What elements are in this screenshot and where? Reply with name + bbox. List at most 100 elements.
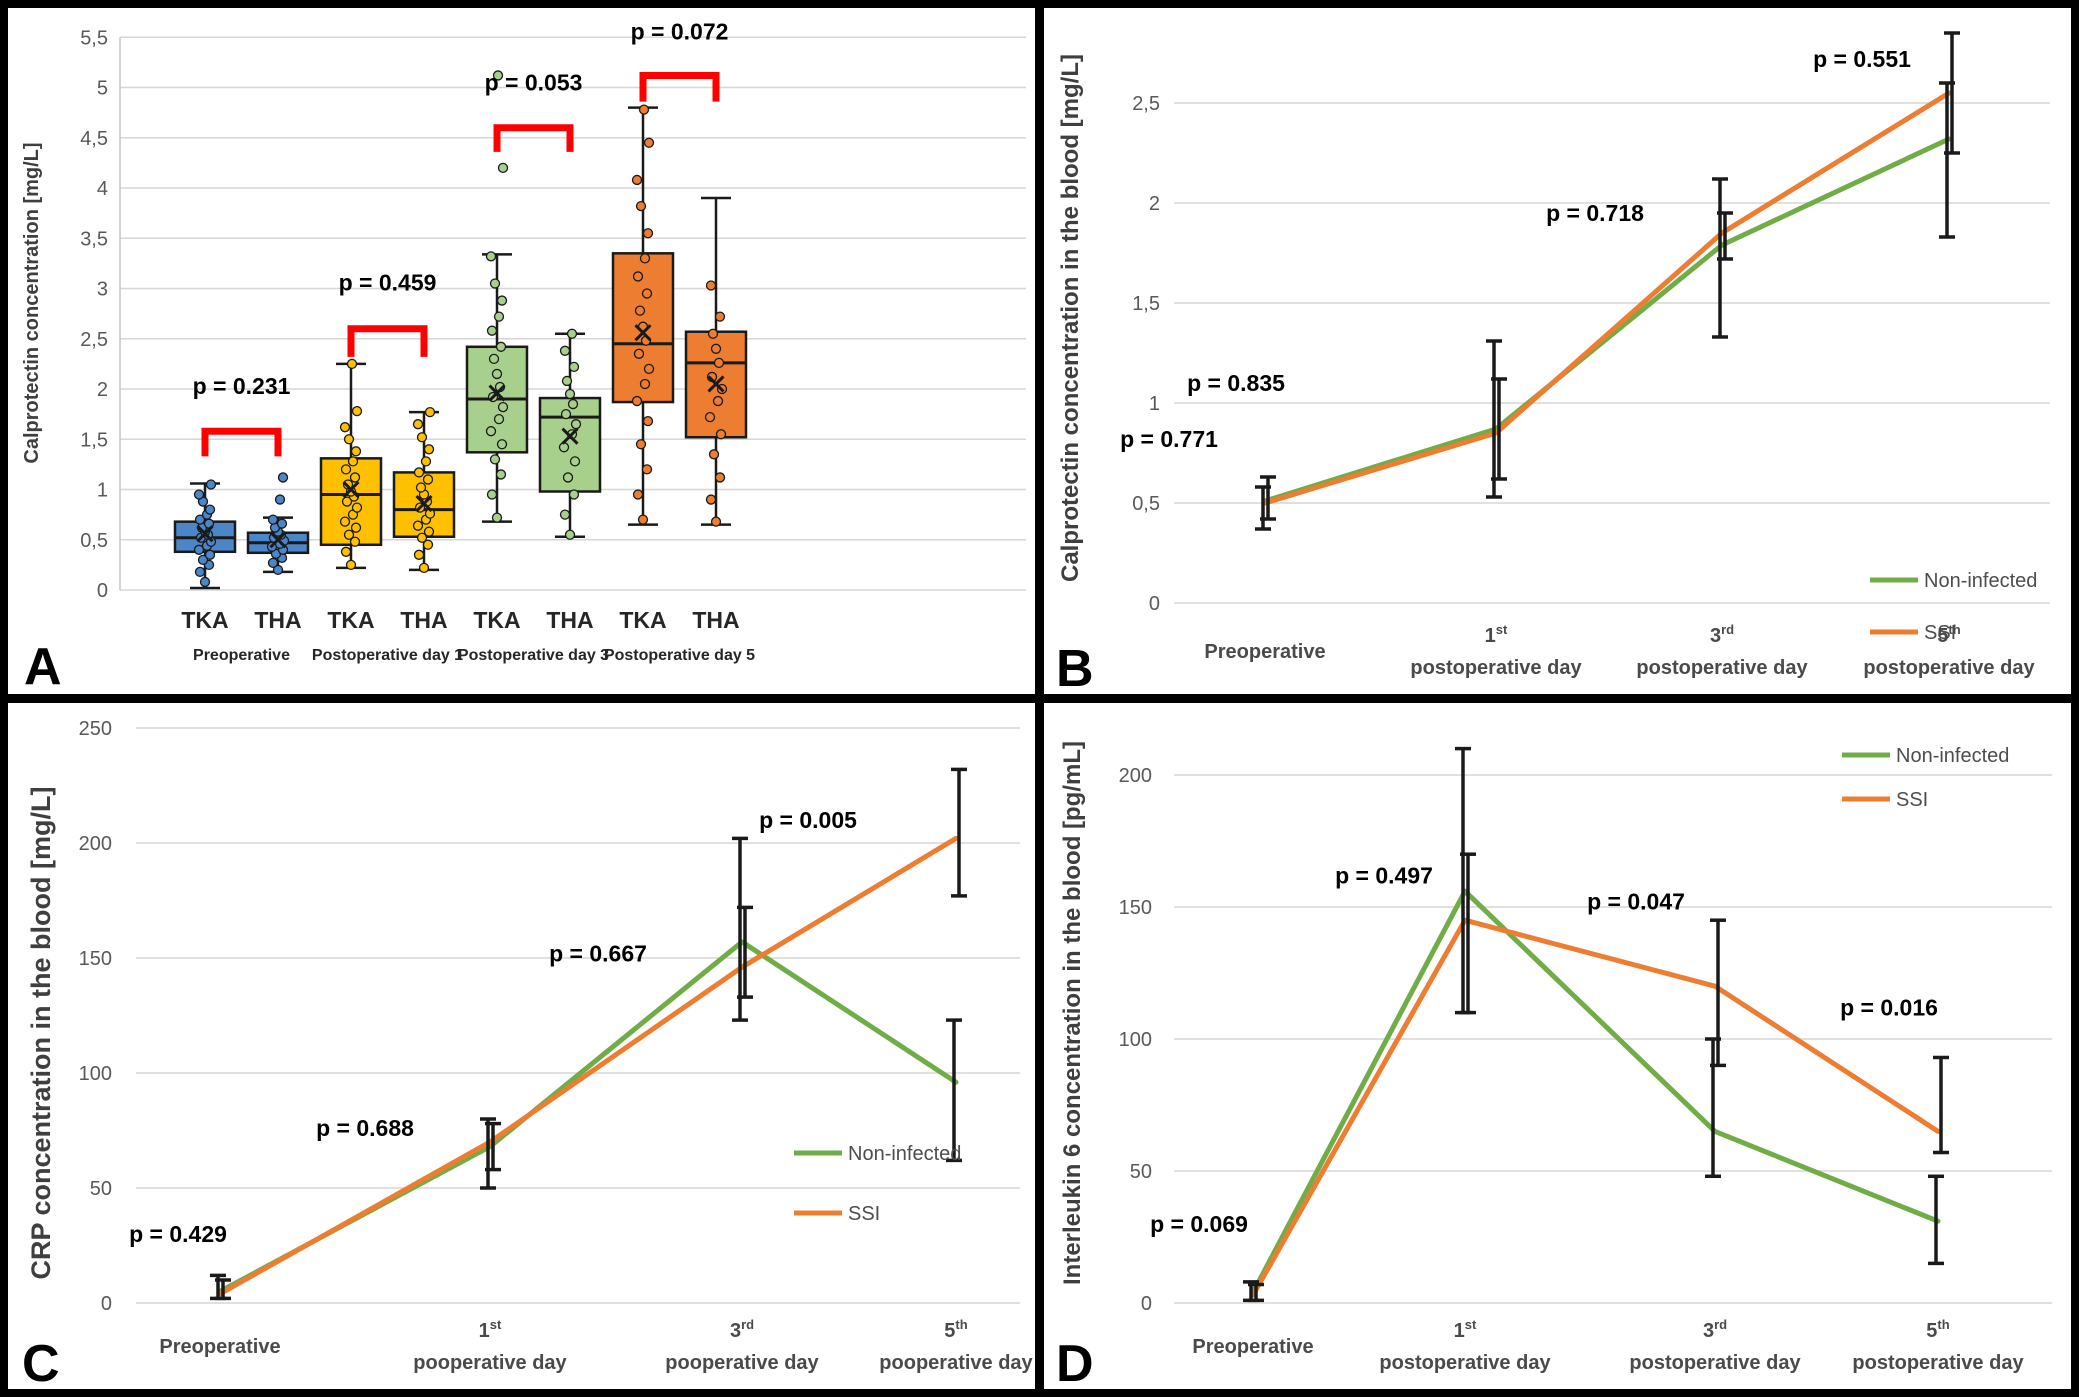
data-point [204, 504, 216, 515]
x-tick-label: TKA [473, 607, 520, 633]
data-point [570, 419, 582, 430]
data-point [559, 345, 571, 356]
x-tick-label: pooperative day [665, 1352, 819, 1374]
data-point [566, 328, 578, 339]
data-point [274, 494, 286, 505]
panel-A: 0 0,5 1 1,5 2 2,5 3 3,5 4 4,5 5 5,5 Calprotectin con… [8, 8, 1035, 694]
data-point [422, 474, 434, 485]
y-tick-label: 100 [1119, 1029, 1152, 1051]
data-point [635, 200, 647, 212]
x-tick-label: postoperative day [1379, 1352, 1551, 1374]
data-point [561, 375, 573, 387]
error-bar [1944, 31, 1960, 155]
box-TKA-group3 [611, 104, 675, 526]
y-tick-label: 4 [97, 178, 108, 200]
data-point [708, 449, 720, 460]
data-point [631, 174, 643, 186]
x-tick-label: Preoperative [1192, 1336, 1313, 1358]
data-point [635, 439, 647, 450]
p-value-label: p = 0.047 [1587, 889, 1685, 915]
legend-item-ssi: SSI [1870, 622, 1956, 644]
y-tick-label: 5,5 [80, 27, 108, 49]
data-point [412, 419, 424, 430]
data-point [416, 432, 428, 443]
data-point [489, 278, 501, 289]
y-tick-label: 250 [79, 718, 112, 740]
legend-label: SSI [848, 1203, 880, 1225]
data-point [638, 104, 650, 115]
y-tick-label: 150 [1119, 897, 1152, 919]
data-point [486, 489, 498, 500]
x-tick-label: Preoperative [1204, 641, 1325, 663]
x-tick-label: postoperative day [1852, 1352, 2024, 1374]
y-tick-label: 3,5 [80, 228, 108, 250]
x-group-label: Preoperative [193, 647, 290, 664]
data-point [341, 496, 353, 507]
box-THA-group1 [392, 406, 456, 574]
data-point [277, 472, 289, 483]
panel-letter-C: C [22, 1335, 60, 1389]
y-tick-label: 0 [101, 1293, 112, 1315]
data-point [568, 361, 580, 373]
box-THA-group3 [684, 196, 748, 527]
y-tick-label: 0 [97, 580, 108, 602]
error-bar [1928, 1174, 1944, 1266]
panel-B: 0 0,5 1 1,5 2 2,5 Calprotectin concentration i… [1044, 8, 2071, 694]
x-tick-label: 3rd [1710, 622, 1734, 647]
x-tick-label: pooperative day [413, 1352, 567, 1374]
data-point [632, 489, 644, 500]
p-value-label: p = 0.053 [485, 70, 583, 96]
y-tick-label: 4,5 [80, 128, 108, 150]
data-point [562, 472, 574, 483]
data-point [642, 228, 654, 239]
data-point [418, 562, 430, 574]
data-point [205, 479, 217, 490]
data-point [492, 70, 504, 81]
data-point [493, 311, 505, 322]
data-point [416, 532, 428, 543]
data-point [412, 520, 424, 531]
box-TKA-group1 [319, 358, 383, 571]
p-value-label: p = 0.718 [1546, 200, 1644, 226]
data-point [491, 512, 503, 523]
panel-C-line-chart: 0 50 100 150 200 250 CRP concentration in the … [22, 718, 1034, 1389]
legend-label: SSI [1924, 622, 1956, 644]
y-tick-label: 2,5 [80, 329, 108, 351]
y-tick-label: 0 [1149, 593, 1160, 615]
panel-B-line-chart: 0 0,5 1 1,5 2 2,5 Calprotectin concentration i… [1056, 31, 2050, 694]
data-point [424, 406, 436, 418]
data-point [704, 411, 716, 423]
data-point [639, 378, 651, 390]
mean-x-marker [415, 495, 433, 513]
legend-item-non-infected: Non-infected [794, 1143, 961, 1165]
data-point [496, 439, 508, 450]
data-point [276, 518, 288, 529]
error-bar [1248, 1282, 1264, 1303]
error-bar [1710, 918, 1726, 1068]
legend-item-ssi: SSI [1842, 789, 1928, 811]
series-line-non-infected [1250, 888, 1941, 1295]
data-point [643, 363, 655, 375]
x-tick-label: 1st [1485, 622, 1508, 647]
data-point [194, 514, 206, 525]
panel-D-line-chart: 0 50 100 150 200 Interleukin 6 concentration … [1056, 741, 2052, 1389]
panel-A-boxplot-chart: 0 0,5 1 1,5 2 2,5 3 3,5 4 4,5 5 5,5 Calprotectin con… [21, 18, 1026, 694]
data-point [485, 426, 497, 437]
data-point [641, 288, 653, 299]
y-tick-label: 1,5 [80, 429, 108, 451]
y-tick-label: 150 [79, 948, 112, 970]
legend-label: Non-infected [1896, 745, 2009, 767]
data-point [497, 401, 509, 413]
axis-grid-D: 0 50 100 150 200 [1119, 765, 2052, 1315]
y-tick-label: 50 [90, 1178, 112, 1200]
significance-bracket [493, 124, 574, 152]
panel-letter-A: A [24, 638, 62, 694]
error-bar [732, 836, 748, 1022]
x-group-label: Postoperative day 3 [458, 647, 609, 664]
y-tick-label: 200 [79, 833, 112, 855]
data-point [339, 516, 351, 527]
significance-bracket [201, 427, 282, 457]
y-tick-label: 2 [1149, 193, 1160, 215]
legend-item-non-infected: Non-infected [1870, 570, 2037, 592]
y-tick-label: 0,5 [1132, 493, 1160, 515]
